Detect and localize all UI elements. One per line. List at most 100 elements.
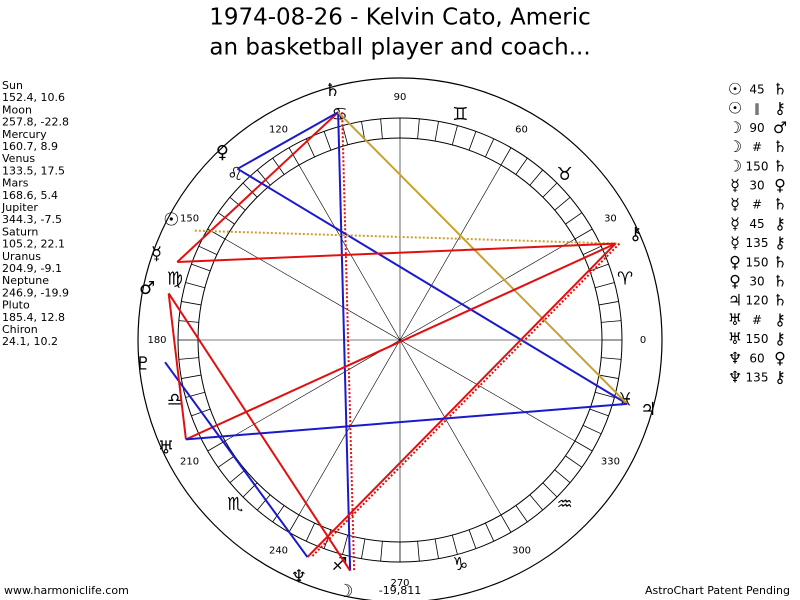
ring-tick xyxy=(529,169,544,186)
degree-label: 120 xyxy=(269,125,288,136)
spoke xyxy=(399,164,502,341)
ring-tick xyxy=(515,505,528,523)
title-line: 1974-08-26 - Kelvin Cato, Americ xyxy=(209,5,591,31)
ring-tick xyxy=(417,541,420,562)
planet-name: Pluto xyxy=(2,299,30,312)
ring-tick xyxy=(582,425,602,435)
zodiac-sign: ♉ xyxy=(557,164,573,185)
ring-tick xyxy=(542,182,558,198)
aspect-line xyxy=(167,293,187,440)
ring-tick xyxy=(595,391,615,398)
aspect-glyph: ☽ xyxy=(728,118,742,137)
ring-tick xyxy=(178,320,199,323)
degree-label: 300 xyxy=(512,545,531,556)
aspect-label: 120 xyxy=(746,294,769,308)
spoke xyxy=(399,238,576,341)
degree-label: 30 xyxy=(604,214,617,225)
planet-info: 160.7, 8.9 xyxy=(2,140,58,153)
zodiac-sign: ♒ xyxy=(557,494,573,515)
planet-glyph: ♆ xyxy=(291,566,307,587)
aspect-line xyxy=(177,242,616,263)
planet-info: 152.4, 10.6 xyxy=(2,91,65,104)
aspect-glyph: ⚷ xyxy=(774,233,786,252)
aspect-label: 60 xyxy=(749,351,764,365)
planet-name: Mars xyxy=(2,177,29,190)
ring-tick xyxy=(515,157,528,175)
aspect-line xyxy=(185,402,628,441)
ring-tick xyxy=(434,121,439,142)
spoke xyxy=(399,339,502,516)
ring-tick xyxy=(207,440,226,452)
aspect-line xyxy=(306,242,617,558)
aspect-glyph: ♅ xyxy=(728,329,742,348)
planet-glyph: ☿ xyxy=(151,244,162,265)
ring-tick xyxy=(256,494,271,511)
aspect-glyph: ☉ xyxy=(728,99,742,118)
aspect-glyph: ♄ xyxy=(773,137,787,156)
ring-tick xyxy=(565,455,583,468)
zodiac-sign: ♊ xyxy=(452,104,468,125)
aspect-glyph: ♄ xyxy=(773,291,787,310)
ring-tick xyxy=(181,301,202,306)
outer-circle xyxy=(137,77,663,600)
ring-tick xyxy=(500,147,512,166)
ring-tick xyxy=(198,245,218,255)
aspect-line xyxy=(167,292,351,572)
aspect-line xyxy=(337,112,352,571)
planet-glyph: ♃ xyxy=(640,399,656,420)
aspect-label: 45 xyxy=(749,217,764,231)
planet-glyph: ☉ xyxy=(163,209,179,230)
degree-label: 330 xyxy=(601,457,620,468)
planet-glyph: ♅ xyxy=(158,438,174,459)
ring-tick xyxy=(554,469,571,484)
ring-tick xyxy=(342,535,349,555)
planet-info: 133.5, 17.5 xyxy=(2,164,65,177)
aspect-label: 135 xyxy=(746,371,769,385)
planet-info: 257.8, -22.8 xyxy=(2,116,69,129)
aspect-label: # xyxy=(752,313,762,327)
aspect-glyph: ☿ xyxy=(730,233,740,252)
ring-tick xyxy=(601,320,622,323)
ring-tick xyxy=(229,469,246,484)
ring-tick xyxy=(589,408,609,417)
planet-info: 185.4, 12.8 xyxy=(2,311,65,324)
ring-tick xyxy=(601,357,622,360)
aspect-glyph: ♆ xyxy=(728,348,742,367)
ring-tick xyxy=(185,282,205,289)
aspect-glyph: ⚷ xyxy=(774,214,786,233)
aspect-glyph: ⚷ xyxy=(774,310,786,329)
spoke xyxy=(298,339,401,516)
aspect-label: 150 xyxy=(746,332,769,346)
aspect-glyph: ♀ xyxy=(729,252,741,271)
aspect-label: 150 xyxy=(746,159,769,173)
aspect-label: # xyxy=(752,198,762,212)
degree-label: 270 xyxy=(390,578,409,589)
aspect-label: 135 xyxy=(746,236,769,250)
planet-name: Jupiter xyxy=(1,201,38,214)
ring-tick xyxy=(598,301,619,306)
ring-tick xyxy=(542,482,558,498)
ring-tick xyxy=(485,138,495,158)
aspect-glyph: ⚷ xyxy=(774,329,786,348)
planet-info: 246.9, -19.9 xyxy=(2,286,69,299)
degree-label: 240 xyxy=(269,545,288,556)
ring-tick xyxy=(417,118,420,139)
aspect-glyph: ☽ xyxy=(728,137,742,156)
zodiac-sign: ♎ xyxy=(167,389,183,410)
planet-info: 168.6, 5.4 xyxy=(2,189,58,202)
aspect-label: 150 xyxy=(746,255,769,269)
planet-glyph: ☽ xyxy=(337,581,353,600)
planet-info: 204.9, -9.1 xyxy=(2,262,62,275)
aspect-line xyxy=(237,167,628,405)
aspect-glyph: ♂ xyxy=(773,118,787,137)
aspect-glyph: ☿ xyxy=(730,176,740,195)
ring-tick xyxy=(288,514,300,533)
aspect-glyph: ♄ xyxy=(773,195,787,214)
aspect-glyph: ☿ xyxy=(730,214,740,233)
spoke xyxy=(399,339,576,442)
planet-name: Chiron xyxy=(2,323,38,336)
aspect-glyph: ♆ xyxy=(728,368,742,387)
degree-label: 180 xyxy=(147,335,166,346)
ring-tick xyxy=(500,514,512,533)
aspect-label: 45 xyxy=(749,83,764,97)
